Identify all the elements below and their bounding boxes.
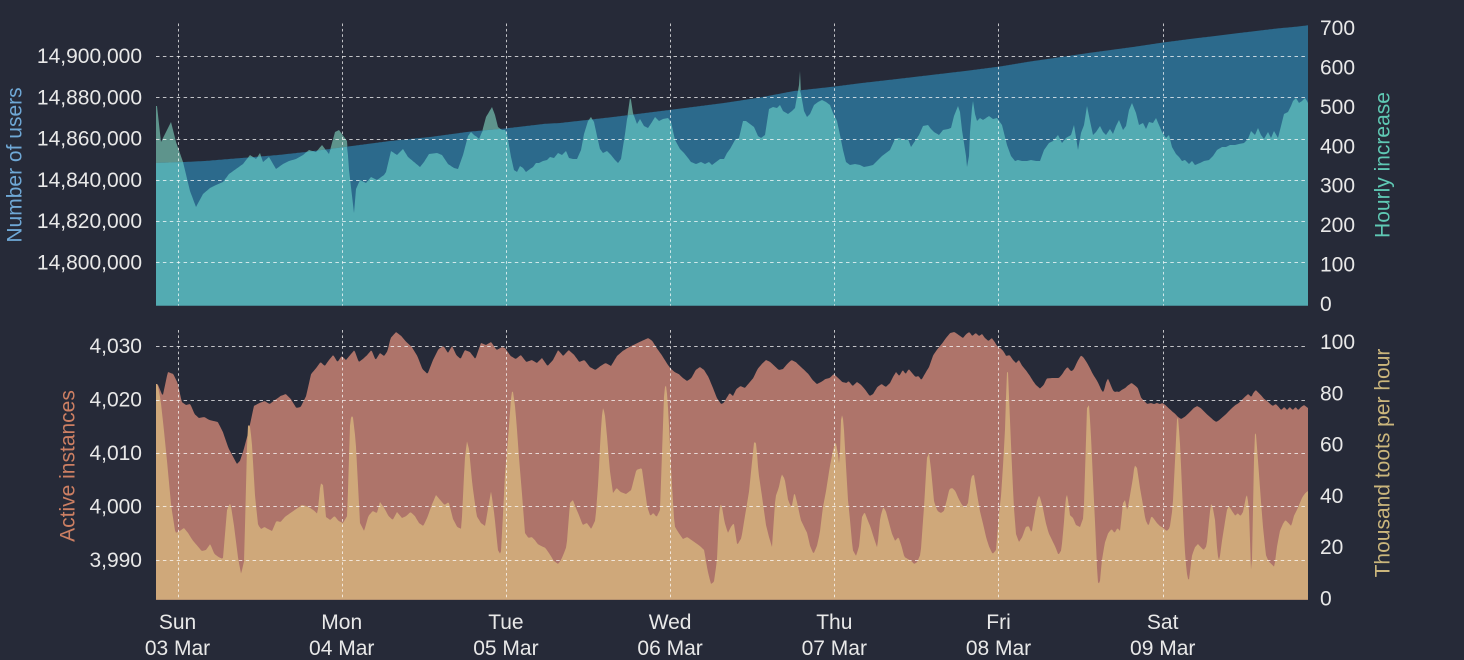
svg-text:600: 600	[1320, 56, 1355, 79]
svg-text:Number of users: Number of users	[4, 87, 27, 242]
svg-text:14,840,000: 14,840,000	[37, 169, 142, 192]
svg-text:Hourly increase: Hourly increase	[1372, 92, 1395, 238]
svg-text:4,000: 4,000	[89, 496, 142, 519]
svg-text:100: 100	[1320, 254, 1355, 277]
svg-text:Thousand toots per hour: Thousand toots per hour	[1372, 349, 1395, 578]
svg-text:07 Mar: 07 Mar	[802, 637, 867, 660]
svg-text:0: 0	[1320, 588, 1332, 611]
svg-text:Sat: Sat	[1147, 611, 1179, 634]
svg-text:06 Mar: 06 Mar	[637, 637, 702, 660]
svg-text:60: 60	[1320, 434, 1343, 457]
svg-text:Mon: Mon	[321, 611, 362, 634]
svg-text:Tue: Tue	[488, 611, 523, 634]
svg-text:Wed: Wed	[649, 611, 692, 634]
svg-text:08 Mar: 08 Mar	[966, 637, 1031, 660]
svg-text:14,880,000: 14,880,000	[37, 86, 142, 109]
svg-text:500: 500	[1320, 96, 1355, 119]
svg-text:0: 0	[1320, 293, 1332, 316]
svg-text:04 Mar: 04 Mar	[309, 637, 374, 660]
svg-text:09 Mar: 09 Mar	[1130, 637, 1195, 660]
svg-text:100: 100	[1320, 331, 1355, 354]
svg-text:14,900,000: 14,900,000	[37, 45, 142, 68]
svg-text:14,800,000: 14,800,000	[37, 252, 142, 275]
svg-text:Thu: Thu	[816, 611, 852, 634]
svg-text:20: 20	[1320, 536, 1343, 559]
svg-text:14,820,000: 14,820,000	[37, 210, 142, 233]
svg-text:03 Mar: 03 Mar	[145, 637, 210, 660]
svg-text:400: 400	[1320, 135, 1355, 158]
svg-text:80: 80	[1320, 382, 1343, 405]
svg-text:300: 300	[1320, 175, 1355, 198]
svg-text:4,020: 4,020	[89, 389, 142, 412]
svg-text:700: 700	[1320, 17, 1355, 40]
svg-text:40: 40	[1320, 485, 1343, 508]
svg-text:3,990: 3,990	[89, 549, 142, 572]
svg-text:200: 200	[1320, 214, 1355, 237]
svg-text:Fri: Fri	[986, 611, 1011, 634]
svg-text:Sun: Sun	[159, 611, 196, 634]
svg-text:4,010: 4,010	[89, 442, 142, 465]
svg-text:14,860,000: 14,860,000	[37, 128, 142, 151]
svg-text:Active instances: Active instances	[57, 390, 80, 542]
svg-text:05 Mar: 05 Mar	[473, 637, 538, 660]
svg-text:4,030: 4,030	[89, 335, 142, 358]
